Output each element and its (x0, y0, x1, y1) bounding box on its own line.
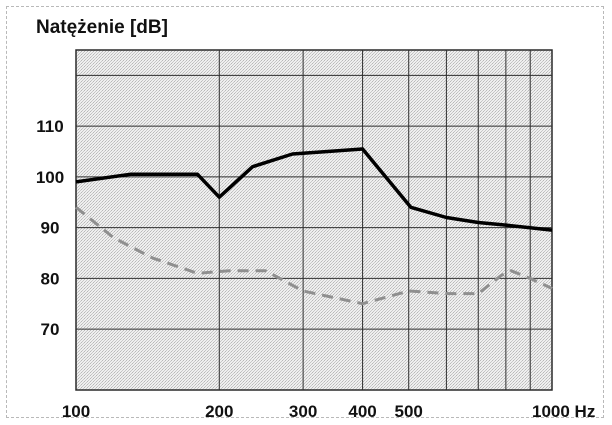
y-tick-label: 80 (41, 269, 60, 288)
y-tick-label: 100 (36, 168, 64, 187)
chart-title: Natężenie [dB] (36, 17, 168, 38)
x-tick-label: 300 (289, 402, 317, 421)
x-tick-label: 400 (348, 402, 376, 421)
chart-frame (6, 6, 604, 418)
y-tick-label: 90 (41, 219, 60, 238)
y-tick-label: 110 (36, 117, 63, 136)
series-line-2 (75, 206, 553, 306)
x-tick-label: 100 (62, 402, 90, 421)
plot-area (75, 49, 553, 391)
y-tick-label: 70 (41, 320, 60, 339)
x-tick-label: 200 (205, 402, 233, 421)
x-tick-label: 500 (395, 402, 423, 421)
x-tick-label: 1000 Hz (532, 402, 595, 421)
series-line-1 (75, 147, 553, 232)
